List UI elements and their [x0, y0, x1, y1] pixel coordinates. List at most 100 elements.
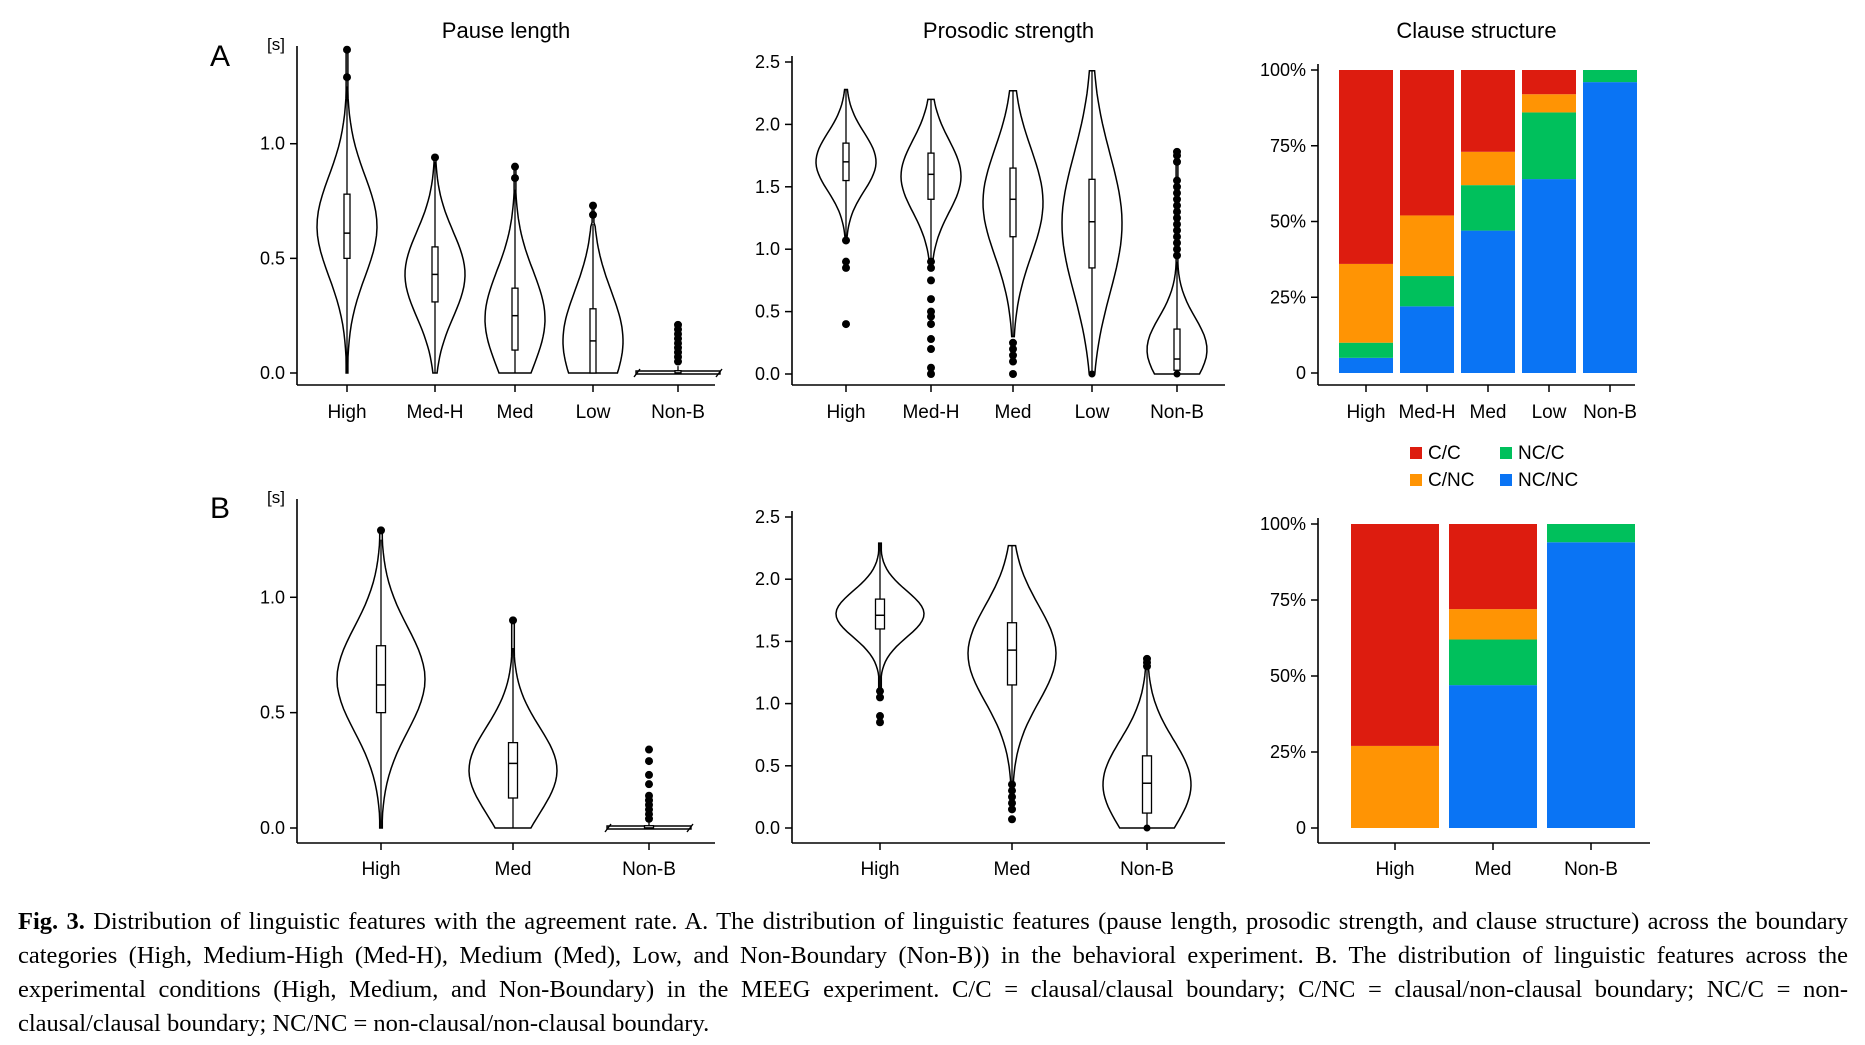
bar-med-nc-c [1449, 639, 1537, 686]
violin-shape [982, 89, 1044, 338]
bar-low-nc-nc [1522, 179, 1576, 373]
outlier-point [645, 791, 653, 800]
y-tick-label: 75% [1270, 590, 1306, 610]
x-tick-label-med: Med [995, 402, 1032, 423]
x-tick-label-med-h: Med-H [1398, 402, 1455, 423]
y-tick-label: 0.0 [260, 818, 285, 838]
legend-label-c-c: C/C [1428, 443, 1461, 464]
outlier-point [589, 210, 597, 219]
y-tick-label: 25% [1270, 742, 1306, 762]
x-tick-label-med-h: Med-H [902, 402, 959, 423]
x-tick-label-high: High [826, 402, 865, 423]
outlier-point [842, 236, 850, 245]
axis-break-mark [633, 368, 641, 378]
outlier-point [1009, 357, 1017, 366]
bar-high-c-c [1339, 70, 1393, 264]
legend-swatch-nc-nc [1500, 474, 1512, 486]
outlier-point [876, 712, 884, 721]
box [874, 598, 886, 630]
chart-title: Prosodic strength [923, 18, 1094, 43]
y-tick-label: 100% [1260, 514, 1306, 534]
figure-canvas: A B Pause length 0.0 0.5 1.0 [s] High Med-H Med… [210, 18, 1650, 880]
y-tick-label: 100% [1260, 60, 1306, 80]
bar-med-h-nc-c [1400, 276, 1454, 307]
x-tick-label-low: Low [1075, 402, 1110, 423]
y-tick-label: 50% [1270, 212, 1306, 232]
violin-high [336, 526, 426, 829]
outlier-point [927, 370, 935, 378]
bar-med-nc-nc [1449, 685, 1537, 828]
chart-title: Pause length [442, 18, 570, 43]
bar-low-c-c [1522, 70, 1576, 95]
x-tick-label-non-b: Non-B [1583, 402, 1637, 423]
bar-med-c-c [1449, 524, 1537, 610]
y-tick-label: 0.5 [755, 302, 780, 322]
min-point [1173, 370, 1181, 378]
outlier-point [1173, 220, 1181, 229]
violin-med [484, 162, 546, 374]
caption-text: Distribution of linguistic features with… [18, 908, 1849, 1037]
y-tick-label: 0.5 [260, 703, 285, 723]
box [507, 741, 519, 799]
outlier-point [1173, 245, 1181, 254]
box [1173, 328, 1181, 371]
box [1141, 755, 1153, 814]
outlier-point [1143, 654, 1151, 663]
legend: C/C NC/C C/NC NC/NC [1410, 443, 1578, 491]
bar-med-h-nc-nc [1400, 306, 1454, 373]
violin-non-b [604, 745, 694, 833]
outlier-point [1173, 176, 1181, 185]
min-point [1143, 824, 1151, 832]
outlier-point [842, 263, 850, 272]
box [1006, 622, 1018, 686]
y-tick-label: 2.5 [755, 52, 780, 72]
axis-break-mark [604, 823, 612, 833]
bar-high-nc-nc [1339, 357, 1393, 373]
violin-med [967, 544, 1057, 824]
y-axis-unit: [s] [267, 488, 285, 507]
bar-med-c-nc [1449, 609, 1537, 640]
violin-non-b [633, 320, 723, 378]
y-tick-label: 1.0 [260, 587, 285, 607]
y-tick-label: 1.0 [755, 239, 780, 259]
bar-non-b-nc-c [1547, 524, 1635, 543]
y-tick-label: 1.5 [755, 631, 780, 651]
bar-high-c-nc [1339, 263, 1393, 343]
outlier-point [1008, 805, 1016, 814]
box [511, 287, 519, 351]
outlier-point [1173, 195, 1181, 204]
outlier-point [1008, 786, 1016, 795]
bar-med-c-c [1461, 70, 1515, 152]
violin-shape [900, 98, 962, 263]
violin-low [562, 201, 624, 374]
outlier-point [876, 718, 884, 727]
legend-label-nc-c: NC/C [1518, 443, 1564, 464]
x-tick-label-med: Med [1470, 402, 1507, 423]
outlier-point [1009, 351, 1017, 360]
outlier-point [1009, 345, 1017, 354]
x-tick-label-high: High [1375, 859, 1414, 880]
x-tick-label-high: High [860, 859, 899, 880]
outlier-point [1173, 251, 1181, 260]
y-tick-label: 2.0 [755, 569, 780, 589]
violin-low [1061, 69, 1123, 378]
violin-shape [1061, 69, 1123, 375]
bar-low-c-nc [1522, 94, 1576, 113]
x-tick-label-high: High [1346, 402, 1385, 423]
outlier-point [1173, 147, 1181, 156]
panel-label-a: A [210, 40, 230, 73]
outlier-point [511, 174, 519, 183]
chart-title: Clause structure [1396, 18, 1556, 43]
outlier-point [927, 263, 935, 272]
y-tick-label: 0.0 [755, 818, 780, 838]
outlier-point [927, 335, 935, 344]
outlier-point [1008, 792, 1016, 801]
x-tick-label-non-b: Non-B [1150, 402, 1204, 423]
outlier-point [343, 73, 351, 82]
outlier-point [645, 770, 653, 779]
outlier-point [674, 320, 682, 329]
x-tick-label-med: Med [994, 859, 1031, 880]
outlier-point [1008, 799, 1016, 808]
legend-label-c-nc: C/NC [1428, 470, 1474, 491]
bar-med-h-c-nc [1400, 215, 1454, 277]
